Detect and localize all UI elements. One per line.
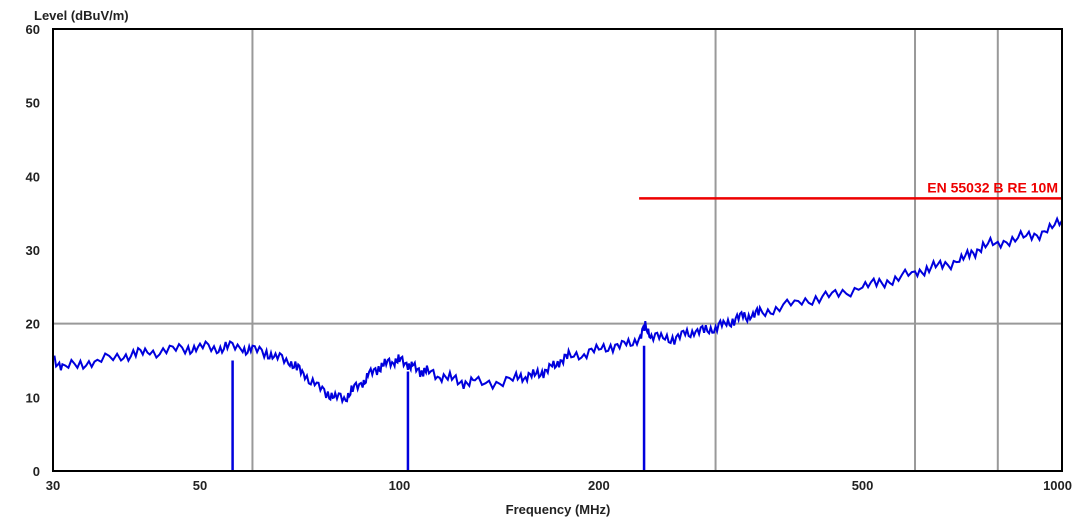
x-tick-label: 200 <box>588 478 610 493</box>
y-tick-label: 50 <box>26 96 40 111</box>
x-tick-label: 500 <box>852 478 874 493</box>
x-tick-label: 1000 <box>1043 478 1072 493</box>
x-tick-label: 100 <box>389 478 411 493</box>
y-tick-label: 30 <box>26 243 40 258</box>
y-tick-label: 0 <box>33 464 40 479</box>
limit-line-label: EN 55032 B RE 10M <box>927 179 1058 195</box>
limit-layer: EN 55032 B RE 10M <box>639 179 1062 200</box>
plot-frame <box>52 28 1063 472</box>
grid-layer <box>53 29 1062 471</box>
y-tick-label: 60 <box>26 22 40 37</box>
x-axis-label: Frequency (MHz) <box>506 502 611 517</box>
y-tick-labels: 0 10 20 30 40 50 60 <box>26 22 40 479</box>
x-tick-labels: 30 50 100 200 500 1000 <box>46 478 1072 493</box>
y-tick-label: 40 <box>26 169 40 184</box>
measurement-trace <box>52 215 1063 405</box>
y-tick-label: 20 <box>26 317 40 332</box>
spike-layer <box>231 345 646 471</box>
x-tick-label: 50 <box>193 478 207 493</box>
y-tick-label: 10 <box>26 390 40 405</box>
x-tick-label: 30 <box>46 478 60 493</box>
y-axis-label: Level (dBuV/m) <box>34 8 129 23</box>
